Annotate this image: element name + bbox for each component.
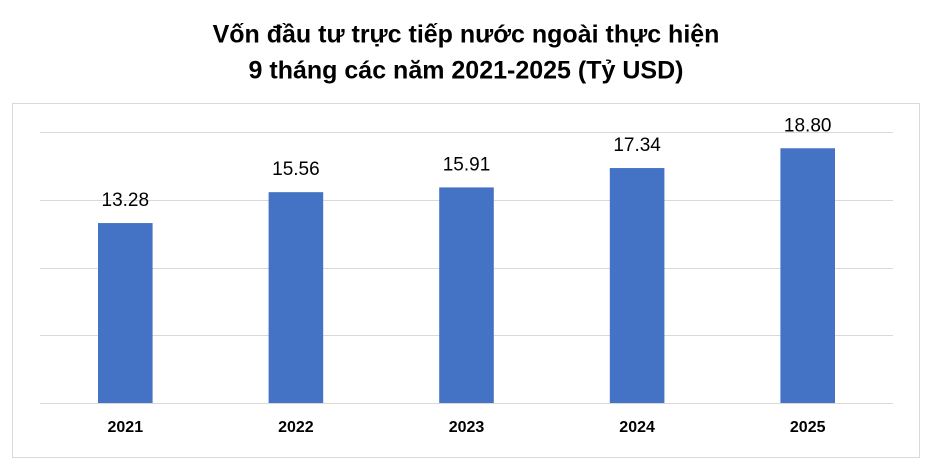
- x-tick-label: 2021: [108, 419, 144, 436]
- chart-title: Vốn đầu tư trực tiếp nước ngoài thực hiệ…: [213, 21, 720, 49]
- bar: [98, 223, 153, 403]
- x-tick-label: 2025: [790, 419, 826, 436]
- data-label: 15.56: [272, 159, 320, 180]
- x-tick-label: 2024: [619, 419, 655, 436]
- chart-title: 9 tháng các năm 2021-2025 (Tỷ USD): [249, 57, 684, 85]
- bar: [439, 187, 494, 403]
- bar: [609, 168, 665, 403]
- data-label: 18.80: [784, 115, 832, 136]
- data-label: 17.34: [613, 135, 661, 156]
- x-tick-label: 2022: [278, 419, 314, 436]
- x-tick-label: 2023: [449, 419, 485, 436]
- data-label: 15.91: [443, 154, 491, 175]
- bar: [780, 148, 835, 403]
- bar: [268, 192, 324, 403]
- data-label: 13.28: [102, 190, 150, 211]
